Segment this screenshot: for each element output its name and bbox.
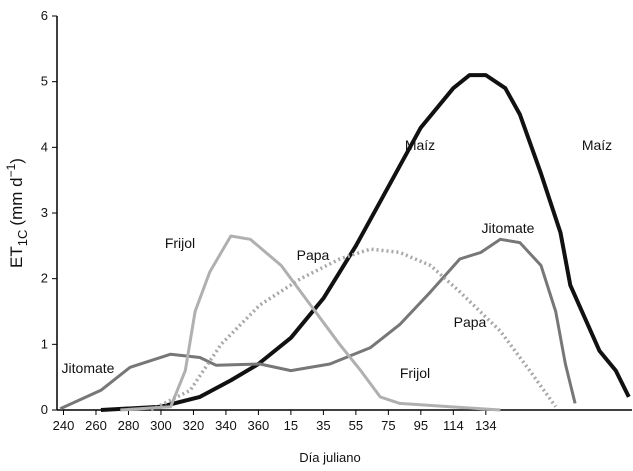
y-tick-label: 4	[41, 139, 48, 154]
y-label-sup: −1	[4, 163, 18, 177]
x-tick-label: 75	[381, 418, 395, 433]
series-label: Papa	[454, 314, 487, 330]
y-label-close: )	[7, 158, 26, 164]
y-tick-label: 5	[41, 74, 48, 89]
series-line	[120, 234, 501, 412]
y-tick-label: 1	[41, 336, 48, 351]
y-label-sub: 1C	[15, 230, 30, 247]
series-line	[100, 73, 631, 412]
x-tick-label: 340	[215, 418, 237, 433]
x-tick-label: 35	[316, 418, 330, 433]
y-label-base: ET	[7, 246, 26, 268]
series-label: Maíz	[582, 137, 612, 153]
x-tick-label: 300	[150, 418, 172, 433]
x-tick-label: 280	[118, 418, 140, 433]
y-tick-label: 2	[41, 271, 48, 286]
x-tick-label: 114	[443, 418, 464, 433]
x-tick-label: 15	[284, 418, 298, 433]
annotation: Jitomate	[62, 360, 115, 376]
series-label: Jitomate	[482, 220, 535, 236]
y-axis-label: ET1C (mm d−1)	[4, 158, 30, 268]
x-tick-label: 240	[53, 418, 75, 433]
series-line	[150, 247, 558, 412]
series-line	[59, 237, 577, 411]
annotation: Papa	[297, 247, 330, 263]
x-tick-label: 360	[248, 418, 270, 433]
y-label-unit: (mm d	[7, 177, 26, 225]
annotation: Maíz	[405, 137, 435, 153]
annotation: Frijol	[400, 365, 430, 381]
y-tick-label: 0	[41, 402, 48, 417]
series-label: Frijol	[165, 235, 195, 251]
x-axis-label: Día juliano	[299, 450, 360, 465]
x-tick-label: 134	[475, 418, 497, 433]
x-tick-label: 320	[183, 418, 205, 433]
x-tick-label: 55	[349, 418, 363, 433]
x-tick-label: 260	[85, 418, 107, 433]
y-tick-label: 6	[41, 8, 48, 23]
x-tick-label: 95	[414, 418, 428, 433]
y-tick-label: 3	[41, 205, 48, 220]
